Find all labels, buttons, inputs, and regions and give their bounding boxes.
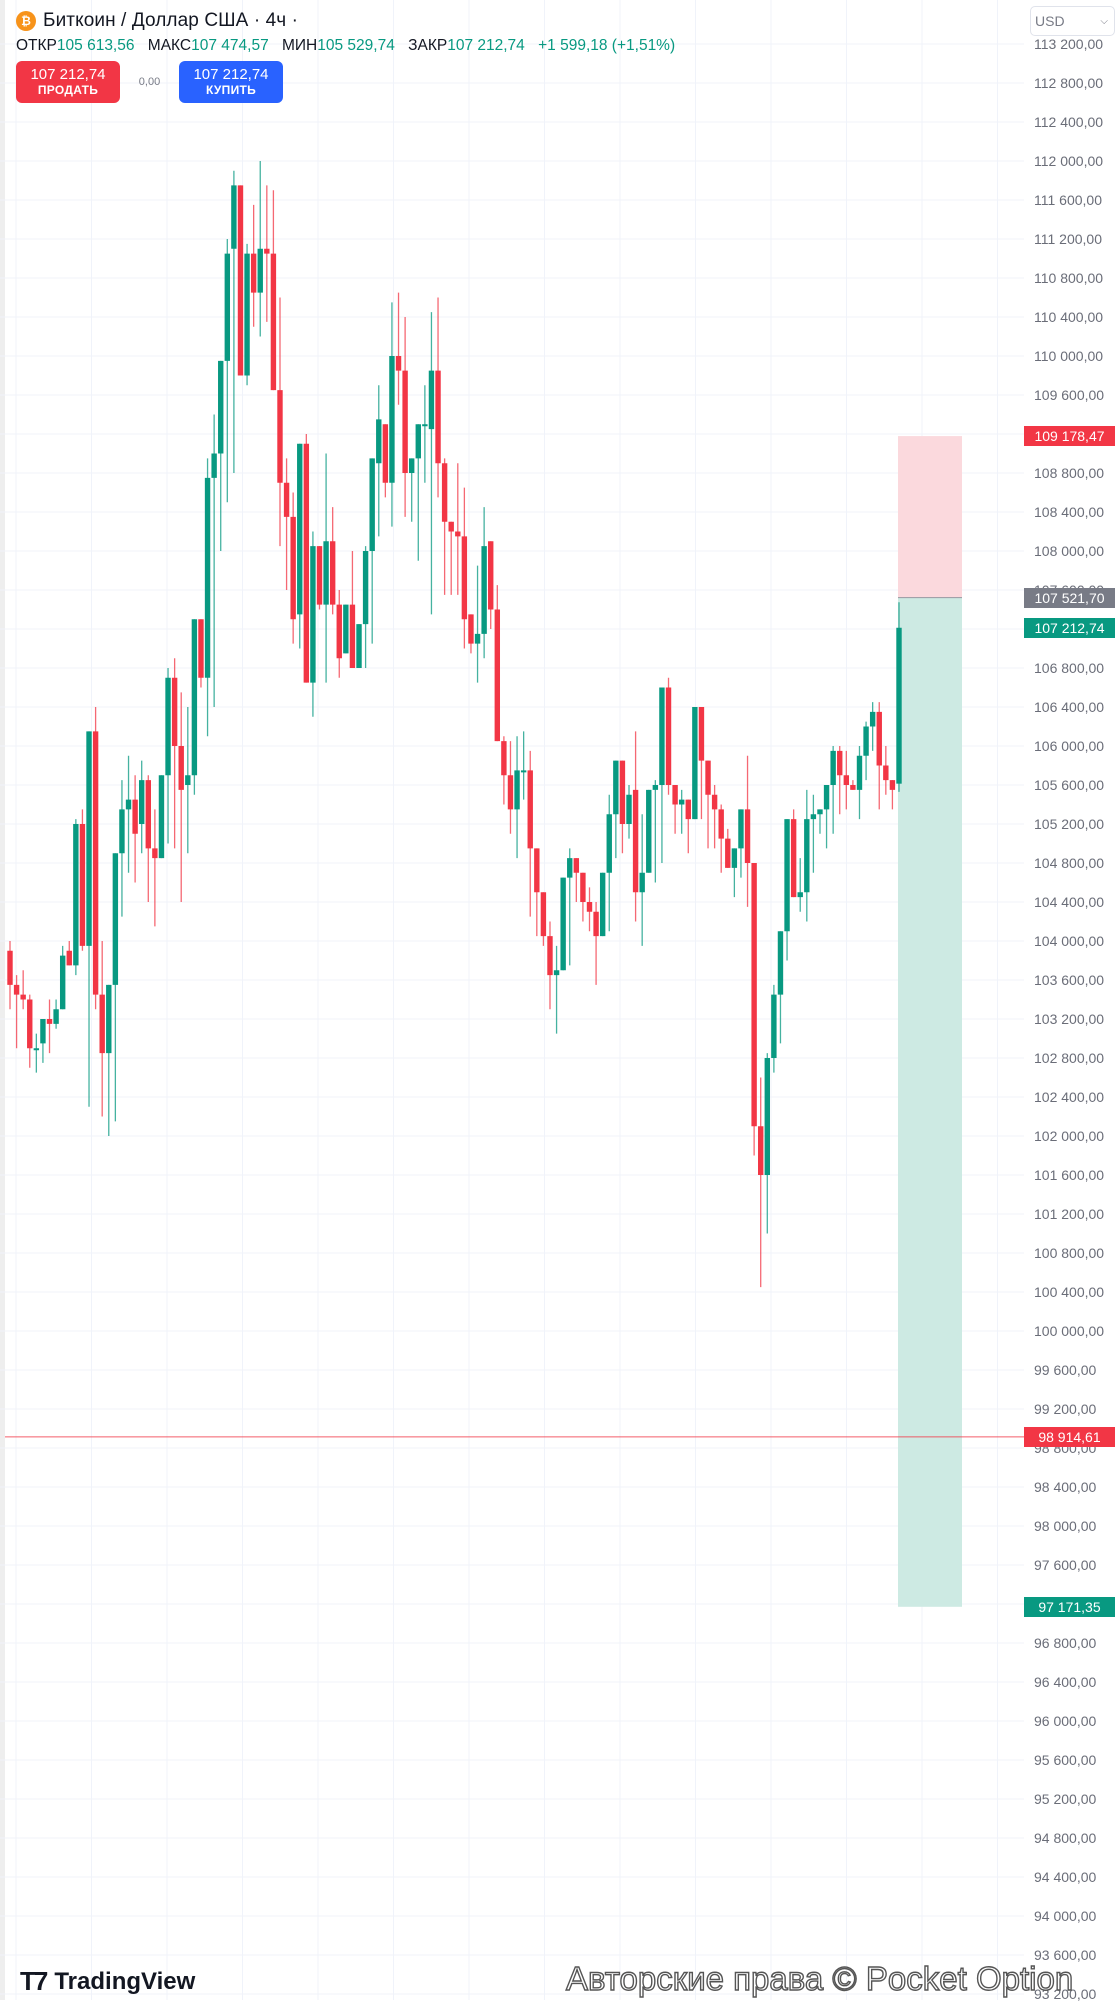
price-axis-label: 103 200,00 [1034,1011,1105,1027]
sell-label: ПРОДАТЬ [37,83,99,97]
stop-loss-zone [898,436,962,598]
price-axis-label: 95 200,00 [1034,1791,1097,1807]
ohlc-legend: ОТКР105 613,56 МАКС107 474,57 МИН105 529… [16,37,684,55]
buy-label: КУПИТЬ [205,83,257,97]
chart-left-border [0,0,5,2000]
price-axis-label: 104 000,00 [1034,933,1105,949]
entry-price-tag: 107 521,70 [1024,587,1115,608]
chevron-down-icon: ⌵ [1100,15,1108,27]
currency-select[interactable]: USD ⌵ [1030,6,1115,36]
stop-loss-price-tag: 109 178,47 [1024,426,1115,447]
price-axis-label: 94 000,00 [1034,1908,1097,1924]
price-axis-label: 103 600,00 [1034,972,1105,988]
bitcoin-icon: ₿ [16,11,36,31]
take-profit-zone [898,597,962,1607]
buy-button[interactable]: 107 212,74 КУПИТЬ [179,61,283,103]
price-axis-label: 110 400,00 [1034,309,1104,325]
price-axis-label: 108 800,00 [1034,465,1105,481]
price-axis-label: 99 600,00 [1034,1362,1097,1378]
buy-price: 107 212,74 [193,66,269,83]
price-axis-label: 101 600,00 [1034,1167,1105,1183]
candles [7,161,902,1288]
sell-button[interactable]: 107 212,74 ПРОДАТЬ [16,61,120,103]
price-axis-label: 96 400,00 [1034,1674,1097,1690]
price-axis-label: 98 000,00 [1034,1518,1097,1534]
price-axis-label: 100 000,00 [1034,1323,1105,1339]
price-axis-label: 97 600,00 [1034,1557,1097,1573]
last-price-price-tag: 107 212,74 [1024,617,1115,638]
price-axis-label: 96 000,00 [1034,1713,1097,1729]
close-value: 107 212,74 [447,37,525,54]
price-axis-label: 110 000,00 [1034,348,1104,364]
price-axis-label: 102 400,00 [1034,1089,1105,1105]
price-axis-label: 112 000,00 [1034,153,1104,169]
price-axis-label: 93 200,00 [1034,1986,1097,2002]
price-axis-label: 93 600,00 [1034,1947,1097,1963]
open-value: 105 613,56 [56,37,135,54]
price-axis-label: 100 400,00 [1034,1284,1105,1300]
price-axis-label: 106 000,00 [1034,738,1105,754]
price-axis-label: 95 600,00 [1034,1752,1097,1768]
price-axis-label: 106 800,00 [1034,660,1105,676]
logo-text: TradingView [54,1967,196,1995]
price-axis-label: 104 400,00 [1034,894,1105,910]
high-label: МАКС [147,37,192,54]
sell-price: 107 212,74 [30,66,106,83]
price-axis-label: 112 800,00 [1034,75,1104,91]
price-axis-label: 111 600,00 [1034,192,1102,208]
price-axis-label: 100 800,00 [1034,1245,1105,1261]
open-label: ОТКР [16,37,57,54]
chart-grid [0,0,1024,2000]
symbol-header: ₿ Биткоин / Доллар США · 4ч · ОТКР105 61… [16,8,684,103]
change-value: +1 599,18 (+1,51%) [538,37,676,54]
price-axis-label: 112 400,00 [1034,114,1104,130]
tradingview-logo[interactable]: T7 TradingView [20,1966,195,1997]
price-axis-label: 96 800,00 [1034,1635,1097,1651]
tradingview-logo-icon: T7 [20,1966,48,1996]
price-axis-label: 110 800,00 [1034,270,1104,286]
position-tool[interactable] [898,436,962,1607]
price-axis-label: 111 200,00 [1034,231,1102,247]
low-label: МИН [282,37,318,54]
horizontal-line-price-tag: 98 914,61 [1024,1426,1115,1447]
price-axis-label: 102 000,00 [1034,1128,1105,1144]
low-value: 105 529,74 [317,37,395,54]
price-axis-label: 106 400,00 [1034,699,1105,715]
price-axis-label: 109 600,00 [1034,387,1105,403]
price-axis-label: 102 800,00 [1034,1050,1105,1066]
price-axis-label: 94 800,00 [1034,1830,1097,1846]
symbol-title[interactable]: Биткоин / Доллар США · 4ч · [43,10,299,31]
price-axis-label: 108 000,00 [1034,543,1105,559]
price-axis-label: 108 400,00 [1034,504,1105,520]
currency-value: USD [1035,13,1065,29]
spread-value: 0,00 [138,76,161,88]
price-axis-label: 101 200,00 [1034,1206,1105,1222]
price-axis-label: 105 200,00 [1034,816,1105,832]
high-value: 107 474,57 [191,37,269,54]
price-axis-label: 94 400,00 [1034,1869,1097,1885]
price-axis-label: 105 600,00 [1034,777,1105,793]
take-profit-price-tag: 97 171,35 [1024,1596,1115,1617]
price-axis-label: 99 200,00 [1034,1401,1097,1417]
price-axis-label: 98 400,00 [1034,1479,1097,1495]
copyright-watermark: Авторские права © Pocket Option [565,1959,1074,1997]
price-axis-label: 113 200,00 [1034,36,1104,52]
price-axis-label: 104 800,00 [1034,855,1105,871]
close-label: ЗАКР [408,37,448,54]
